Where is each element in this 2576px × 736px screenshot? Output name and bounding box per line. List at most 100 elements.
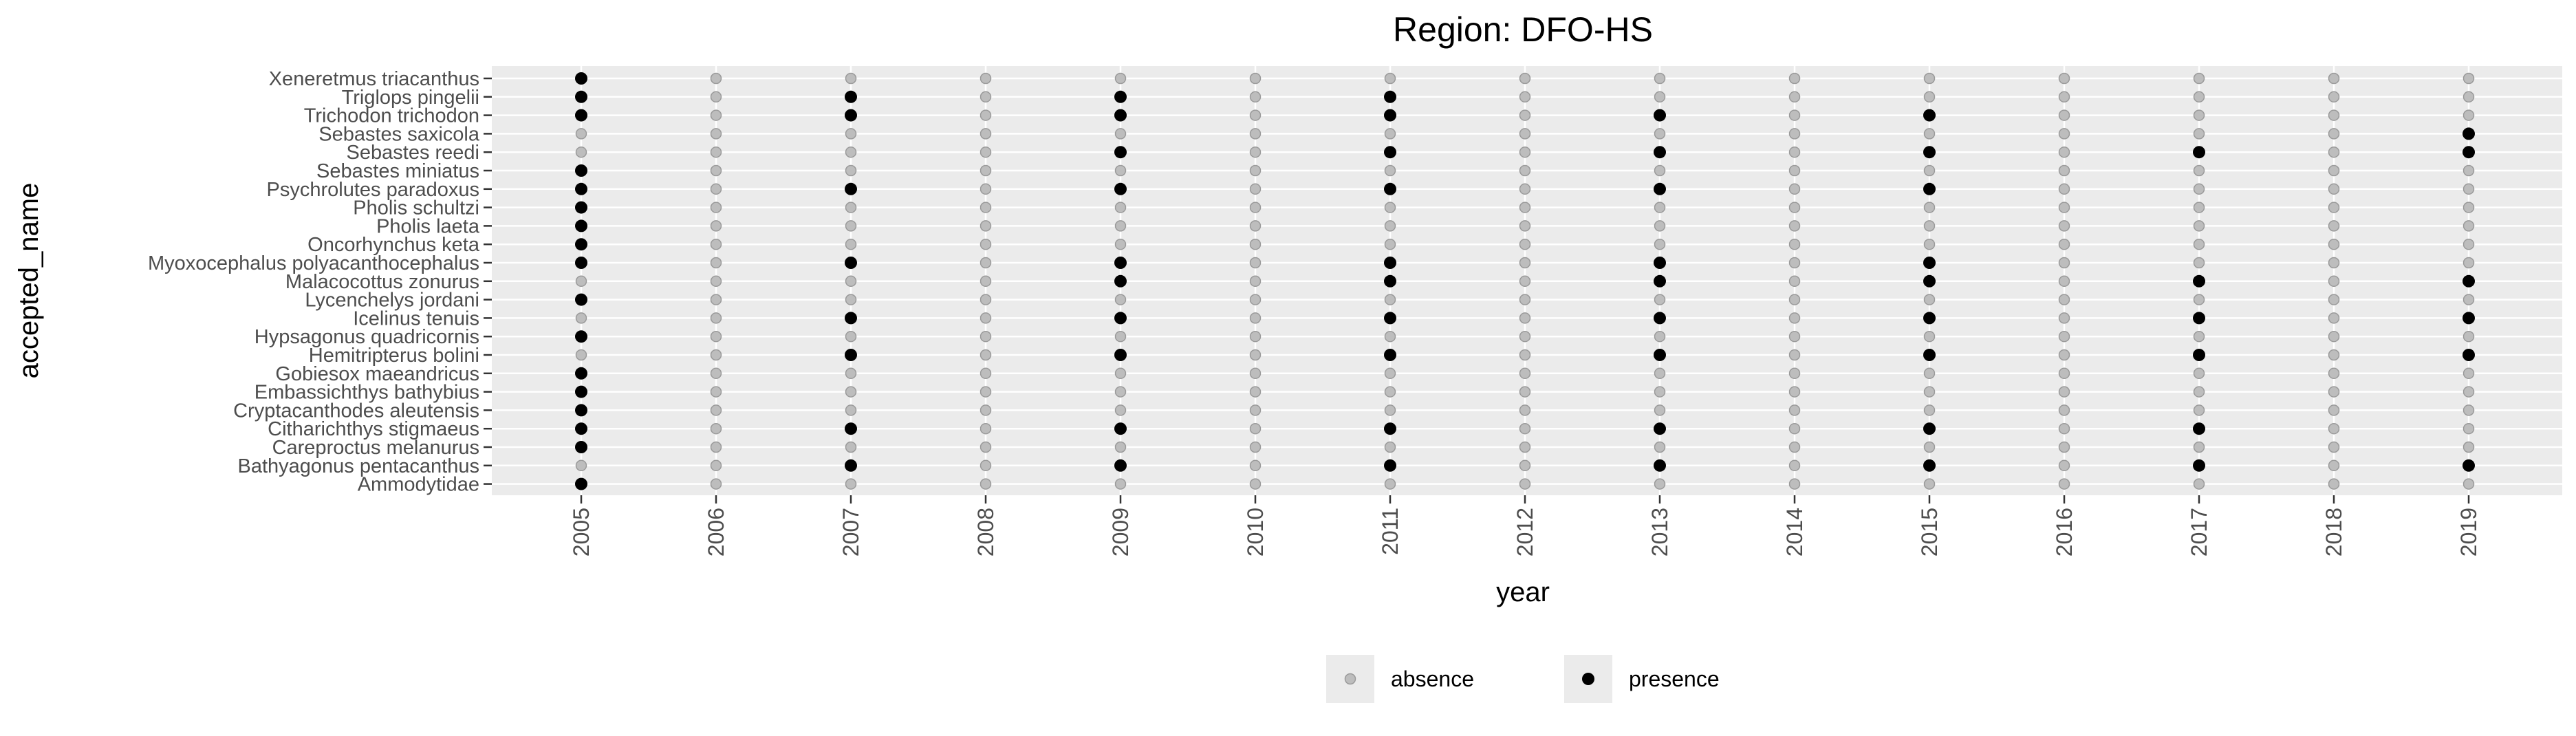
presence-point (1654, 274, 1666, 288)
presence-point (1114, 459, 1127, 472)
absence-point (1384, 164, 1396, 177)
presence-point (2463, 274, 2475, 288)
absence-point (845, 441, 857, 453)
absence-point (1519, 238, 1531, 250)
absence-point (1114, 72, 1127, 85)
absence-point (575, 128, 587, 140)
absence-point (2193, 238, 2205, 250)
absence-point (1788, 459, 1801, 472)
presence-point (1114, 422, 1127, 435)
absence-point (1249, 441, 1262, 453)
absence-point (2463, 422, 2475, 435)
presence-point (845, 109, 857, 122)
absence-point (1114, 478, 1127, 490)
presence-point (1654, 422, 1666, 435)
presence-point (2193, 459, 2205, 472)
presence-point (1114, 109, 1127, 122)
absence-point (710, 91, 722, 103)
x-tick-label: 2010 (1243, 508, 1268, 556)
absence-point (1384, 128, 1396, 140)
x-tick-label: 2008 (973, 508, 998, 556)
presence-point (1923, 109, 1936, 122)
absence-point (1519, 257, 1531, 269)
presence-point (845, 182, 857, 195)
absence-point (2463, 109, 2475, 121)
absence-point (1923, 164, 1936, 177)
absence-point (1519, 386, 1531, 398)
absence-point (979, 459, 992, 472)
y-tick-label: Sebastes reedi (347, 142, 479, 164)
absence-point (1519, 128, 1531, 140)
presence-point (1384, 182, 1396, 195)
absence-point (2193, 294, 2205, 305)
absence-point (2193, 183, 2205, 195)
absence-point (1788, 109, 1801, 121)
absence-point (2193, 202, 2205, 213)
y-tick-label: Cryptacanthodes aleutensis (233, 400, 479, 422)
presence-point (1923, 182, 1936, 195)
absence-point (2328, 183, 2340, 195)
absence-point (2463, 478, 2475, 490)
absence-point (2058, 183, 2070, 195)
absence-point (2058, 330, 2070, 343)
absence-point (710, 220, 722, 232)
presence-point (1923, 257, 1936, 269)
absence-point (2328, 128, 2340, 140)
absence-point (845, 202, 857, 213)
y-tick-label: Citharichthys stigmaeus (268, 418, 479, 440)
presence-point (575, 477, 587, 490)
absence-point (2058, 202, 2070, 213)
absence-point (1249, 294, 1262, 305)
absence-point (1519, 183, 1531, 195)
legend-label: absence (1391, 667, 1474, 691)
presence-point (575, 367, 587, 380)
absence-point (1384, 330, 1396, 343)
absence-point (2058, 164, 2070, 177)
absence-point (1249, 349, 1262, 361)
absence-point (979, 202, 992, 213)
absence-point (2328, 275, 2340, 288)
presence-point (1384, 257, 1396, 269)
y-tick-label: Pholis schultzi (353, 197, 479, 219)
absence-point (2463, 202, 2475, 213)
presence-point (1384, 146, 1396, 159)
absence-point (710, 330, 722, 343)
y-tick-label: Sebastes saxicola (318, 123, 480, 145)
absence-point (2328, 109, 2340, 121)
presence-point (1923, 146, 1936, 159)
presence-point (1923, 274, 1936, 288)
legend-marker (1344, 673, 1356, 685)
absence-point (1788, 441, 1801, 453)
x-tick-label: 2015 (1917, 508, 1942, 556)
absence-point (2328, 367, 2340, 380)
presence-point (845, 257, 857, 269)
absence-point (979, 164, 992, 177)
absence-point (1654, 202, 1666, 213)
absence-point (2463, 294, 2475, 305)
presence-point (2463, 127, 2475, 140)
absence-point (1519, 459, 1531, 472)
absence-point (710, 478, 722, 490)
absence-point (1654, 478, 1666, 490)
presence-point (1654, 146, 1666, 159)
absence-point (1384, 72, 1396, 85)
absence-point (1788, 146, 1801, 158)
absence-point (1519, 349, 1531, 361)
absence-point (1249, 238, 1262, 250)
absence-point (845, 238, 857, 250)
absence-point (1923, 330, 1936, 343)
presence-point (1654, 109, 1666, 122)
absence-point (1249, 146, 1262, 158)
absence-point (710, 257, 722, 269)
absence-point (2328, 164, 2340, 177)
absence-point (1788, 72, 1801, 85)
absence-point (845, 275, 857, 288)
y-tick-label: Trichodon trichodon (304, 105, 479, 127)
absence-point (2328, 146, 2340, 158)
absence-point (2193, 441, 2205, 453)
absence-point (1384, 238, 1396, 250)
absence-point (710, 441, 722, 453)
presence-point (1114, 146, 1127, 159)
absence-point (979, 275, 992, 288)
